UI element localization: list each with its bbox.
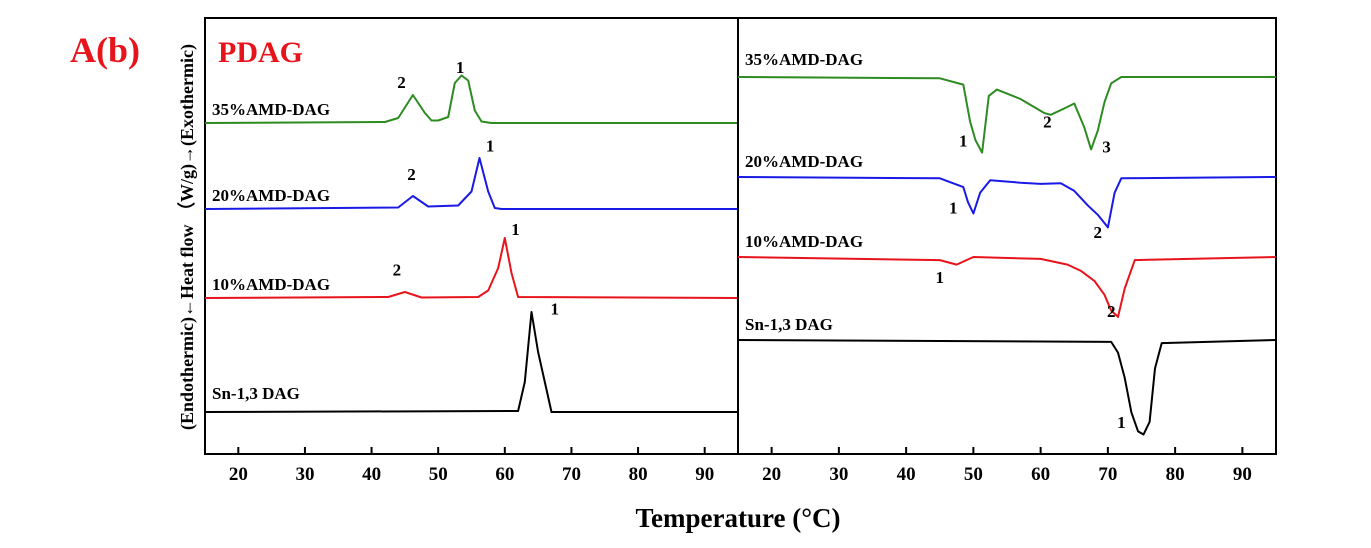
series-name-label: 20%AMD-DAG xyxy=(212,186,330,205)
series-name-label: 35%AMD-DAG xyxy=(745,50,863,69)
peak-label: 3 xyxy=(1102,138,1111,157)
series-line xyxy=(204,157,738,210)
series-line xyxy=(737,339,1277,436)
series-name-label: 10%AMD-DAG xyxy=(745,232,863,251)
x-tick-label: 30 xyxy=(295,464,314,485)
x-tick-label: 80 xyxy=(1166,464,1185,485)
peak-label: 1 xyxy=(511,220,520,239)
peak-label: 2 xyxy=(1107,302,1116,321)
peak-label: 1 xyxy=(456,58,465,77)
x-tick-label: 80 xyxy=(629,464,648,485)
plot-frame xyxy=(737,17,1277,455)
x-tick-label: 40 xyxy=(362,464,381,485)
peak-label: 2 xyxy=(1043,112,1052,131)
series-line xyxy=(737,176,1277,229)
panel-label: A(b) xyxy=(70,30,140,70)
series-line xyxy=(737,76,1276,154)
series-line xyxy=(204,237,739,299)
x-tick-label: 70 xyxy=(562,464,581,485)
series-line xyxy=(204,74,738,124)
x-tick-label: 30 xyxy=(829,464,848,485)
series-name-label: Sn-1,3 DAG xyxy=(745,315,833,334)
series-name-label: Sn-1,3 DAG xyxy=(212,384,300,403)
peak-label: 1 xyxy=(1117,413,1126,432)
x-tick-label: 50 xyxy=(964,464,983,485)
x-tick-label: 20 xyxy=(762,464,781,485)
x-tick-label: 90 xyxy=(695,464,714,485)
y-axis-label: (Endothermic)←Heat flow （W/g)→(Exothermi… xyxy=(177,44,198,430)
heating-panel: 20 30 40 50 60 70 80 90 35%AMD-DAG 1 2 3 20%AMD-DAG 1… xyxy=(737,17,1277,485)
x-tick-label: 40 xyxy=(897,464,916,485)
x-tick-label: 70 xyxy=(1098,464,1117,485)
peak-label: 1 xyxy=(551,300,560,319)
series-name-label: 35%AMD-DAG xyxy=(212,100,330,119)
x-tick-label: 20 xyxy=(229,464,248,485)
peak-label: 1 xyxy=(959,131,968,150)
peak-label: 2 xyxy=(397,73,406,92)
x-tick-label: 50 xyxy=(429,464,448,485)
peak-label: 1 xyxy=(936,268,945,287)
x-axis-label: Temperature (°C) xyxy=(635,503,840,533)
series-line xyxy=(737,256,1277,318)
peak-label: 2 xyxy=(407,165,416,184)
x-tick-label: 90 xyxy=(1233,464,1252,485)
series-name-label: 20%AMD-DAG xyxy=(745,152,863,171)
peak-label: 1 xyxy=(949,199,958,218)
chart-title: PDAG xyxy=(218,36,303,69)
peak-label: 2 xyxy=(393,261,402,280)
x-tick-label: 60 xyxy=(495,464,514,485)
cooling-panel: 20 30 40 50 60 70 80 90 35%AMD-DAG 1 2 20%AMD-DAG 1 2… xyxy=(204,17,739,485)
peak-label: 1 xyxy=(486,137,495,156)
series-name-label: 10%AMD-DAG xyxy=(212,275,330,294)
peak-label: 2 xyxy=(1094,223,1103,242)
x-tick-label: 60 xyxy=(1031,464,1050,485)
series-line xyxy=(204,311,738,413)
